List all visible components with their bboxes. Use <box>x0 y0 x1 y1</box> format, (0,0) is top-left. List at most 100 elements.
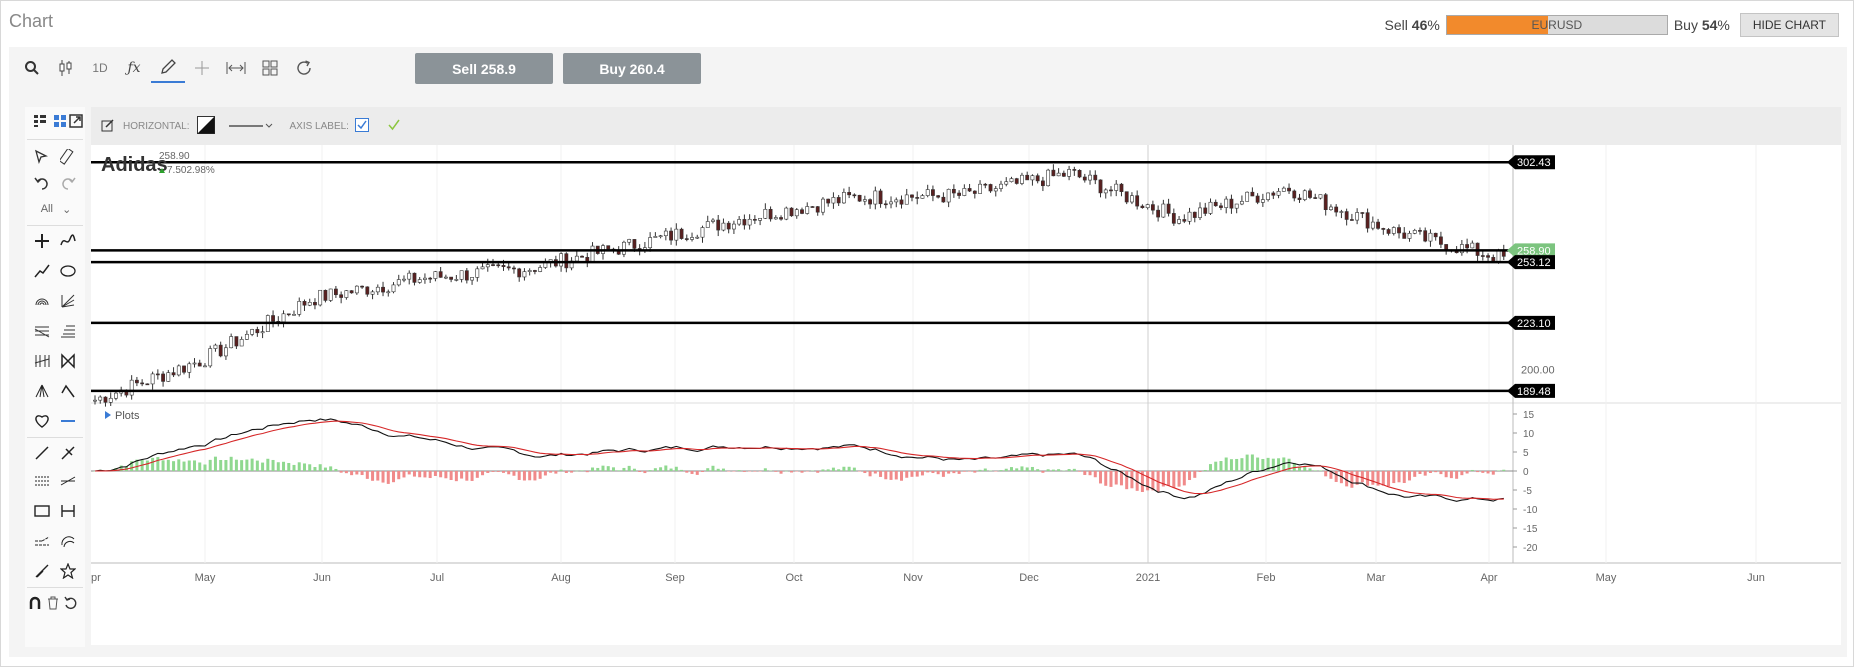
timeframe-selector[interactable]: 1D <box>92 61 108 75</box>
candle-body <box>480 266 485 270</box>
macd-histogram-bar <box>1350 471 1354 488</box>
candle-body <box>951 188 956 194</box>
hide-chart-button[interactable]: HIDE CHART <box>1739 13 1839 37</box>
candle-body <box>931 189 935 196</box>
wave-icon[interactable] <box>55 379 81 403</box>
edit-icon[interactable] <box>101 118 115 135</box>
macd-histogram-bar <box>365 471 369 479</box>
macd-histogram-bar <box>182 461 186 471</box>
freehand-icon[interactable] <box>55 229 81 253</box>
price-chart[interactable]: pr May Jun Jul Aug Sep Oct Nov Dec 2021 Feb Mar Apr M… <box>91 145 1841 645</box>
buy-button[interactable]: Buy 260.4 <box>563 53 701 84</box>
arc-icon[interactable] <box>55 529 81 553</box>
grid-view-icon[interactable] <box>47 109 73 133</box>
refresh-icon[interactable] <box>287 53 321 83</box>
fit-width-icon[interactable] <box>219 53 253 83</box>
pattern-xabcd-icon[interactable] <box>55 349 81 373</box>
macd-histogram-bar <box>1203 469 1207 471</box>
expand-icon[interactable] <box>63 109 89 133</box>
macd-histogram-bar <box>926 471 930 473</box>
candle-body <box>1365 212 1370 229</box>
candle-body <box>826 198 831 204</box>
macd-histogram-bar <box>1455 471 1459 479</box>
month-label: Nov <box>903 572 923 584</box>
sentiment-bar-fill <box>1446 16 1549 34</box>
expand-arrow-icon[interactable] <box>105 411 111 419</box>
macd-histogram-bar <box>1015 468 1019 471</box>
candle-body <box>323 289 328 301</box>
month-label: Mar <box>1367 572 1386 584</box>
draw-pencil-icon[interactable] <box>151 53 185 83</box>
ruler-icon[interactable] <box>55 145 81 169</box>
rectangle-icon[interactable] <box>29 499 55 523</box>
undo-icon[interactable] <box>29 171 55 195</box>
list-view-icon[interactable] <box>27 109 53 133</box>
gann-fan-icon[interactable] <box>55 289 81 313</box>
fib-retracement-icon[interactable] <box>55 319 81 343</box>
crosshair-icon[interactable] <box>185 53 219 83</box>
macd-histogram-bar <box>198 462 202 471</box>
line-color-swatch[interactable] <box>197 115 216 137</box>
cursor-select-icon[interactable] <box>29 145 55 169</box>
month-label: Dec <box>1019 572 1039 584</box>
line-icon[interactable] <box>29 441 55 465</box>
macd-histogram-bar <box>1465 471 1469 474</box>
macd-histogram-bar <box>585 471 589 473</box>
pitchfork-icon[interactable] <box>29 349 55 373</box>
ellipse-icon[interactable] <box>55 259 81 283</box>
parallel-lines-icon[interactable] <box>29 469 55 493</box>
channel-icon[interactable] <box>29 319 55 343</box>
macd-histogram-bar <box>826 469 830 471</box>
speed-lines-icon[interactable] <box>29 379 55 403</box>
macd-histogram-bar <box>1235 458 1239 471</box>
candle-body <box>527 270 532 272</box>
chart-panel: 1D ƒx Sell 258.9 Buy 260.4 <box>9 47 1847 657</box>
macd-histogram-bar <box>1449 471 1453 479</box>
sell-button[interactable]: Sell 258.9 <box>415 53 553 84</box>
percent-sign: % <box>1717 17 1730 33</box>
macd-histogram-bar <box>1240 458 1244 471</box>
plots-label[interactable]: Plots <box>115 410 140 422</box>
macd-histogram-bar <box>1392 471 1396 484</box>
candle-body <box>873 190 878 205</box>
trendline-icon[interactable] <box>29 259 55 283</box>
price-label-bg <box>1507 255 1555 270</box>
macd-histogram-bar <box>287 462 291 471</box>
crosshair-tool-icon[interactable] <box>29 229 55 253</box>
tool-filter-select[interactable]: All ⌄ <box>40 203 72 216</box>
macd-histogram-bar <box>884 471 888 480</box>
confirm-icon[interactable] <box>387 118 401 135</box>
layout-grid-icon[interactable] <box>253 53 287 83</box>
macd-histogram-bar <box>1292 462 1296 471</box>
macd-histogram-bar <box>983 468 987 471</box>
line-style-select[interactable] <box>229 121 275 131</box>
search-icon[interactable] <box>15 53 49 83</box>
macd-histogram-bar <box>1308 468 1312 471</box>
candle-body <box>1245 191 1250 202</box>
star-icon[interactable] <box>55 559 81 583</box>
indicator-fx-icon[interactable]: ƒx <box>127 60 141 76</box>
macd-histogram-bar <box>978 469 982 471</box>
reset-icon[interactable] <box>61 591 81 615</box>
extended-line-icon[interactable] <box>55 469 81 493</box>
horizontal-line-icon[interactable] <box>55 409 81 433</box>
price-level-label: 189.48 <box>1507 383 1555 398</box>
trash-icon[interactable] <box>43 591 63 615</box>
ray-icon[interactable] <box>55 441 81 465</box>
candle-body <box>993 188 998 192</box>
magnet-icon[interactable] <box>25 591 45 615</box>
date-range-icon[interactable] <box>55 499 81 523</box>
horizontal-levels[interactable] <box>91 160 1513 393</box>
chart-canvas[interactable]: pr May Jun Jul Aug Sep Oct Nov Dec 2021 Feb Mar Apr M… <box>91 145 1841 645</box>
fib-arc-icon[interactable] <box>29 289 55 313</box>
axis-label-checkbox[interactable] <box>354 117 369 135</box>
heart-icon[interactable] <box>29 409 55 433</box>
brush-icon[interactable] <box>29 559 55 583</box>
redo-icon[interactable] <box>55 171 81 195</box>
candlestick-icon[interactable] <box>49 53 83 83</box>
candle-body <box>1192 211 1197 218</box>
macd-histogram-bar <box>863 471 867 474</box>
candle-body <box>224 347 228 357</box>
macd-histogram-bar <box>507 471 511 475</box>
regression-icon[interactable] <box>29 529 55 553</box>
